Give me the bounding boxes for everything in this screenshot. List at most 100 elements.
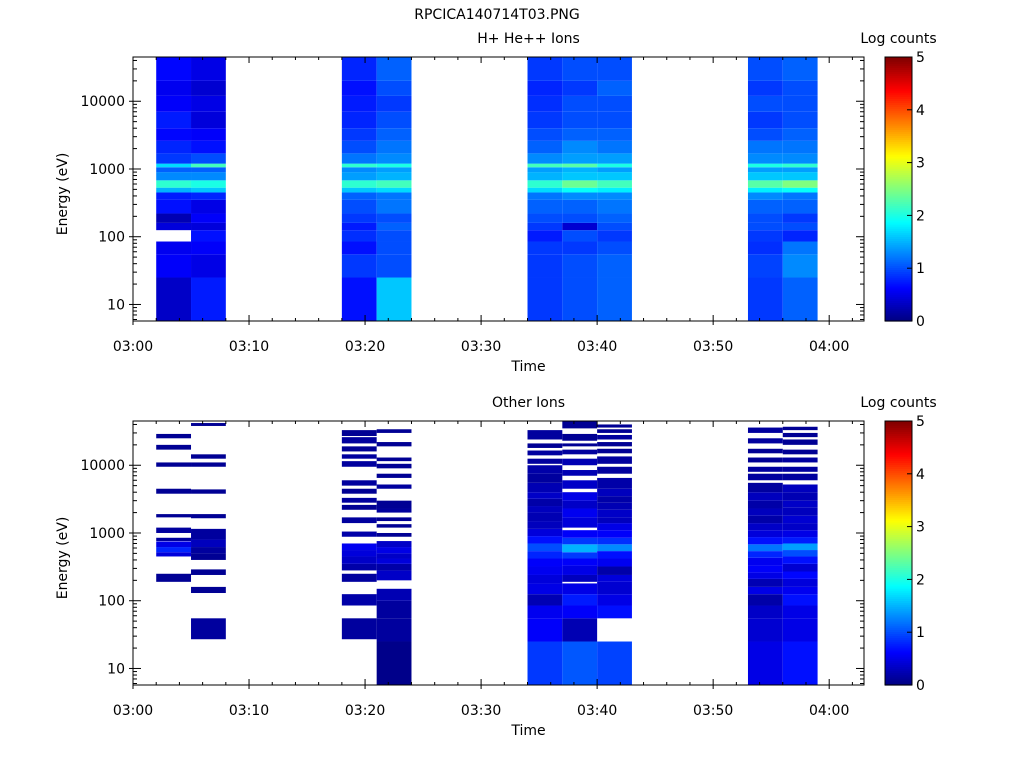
heatmap-cell <box>562 57 598 81</box>
heatmap-cell <box>747 277 783 321</box>
heatmap-cell <box>782 457 818 463</box>
colorbar-swatch <box>885 226 912 229</box>
colorbar-swatch <box>885 306 912 310</box>
heatmap-cell <box>527 128 563 141</box>
heatmap-cell <box>747 80 783 96</box>
colorbar-swatch <box>885 656 912 659</box>
heatmap-cell <box>747 578 783 587</box>
heatmap-cell <box>376 180 412 188</box>
colorbar-swatch <box>885 676 912 680</box>
heatmap-cell <box>747 473 783 481</box>
heatmap-cell <box>782 140 818 154</box>
heatmap-cell <box>597 488 632 497</box>
colorbar-swatch <box>885 588 912 591</box>
heatmap-cell <box>191 569 226 575</box>
colorbar-swatch <box>885 563 912 566</box>
heatmap-cell <box>341 57 377 81</box>
colorbar-swatch <box>885 645 912 649</box>
colorbar-swatch <box>885 462 912 465</box>
y-tick-label: 10000 <box>80 94 125 110</box>
heatmap-cell <box>156 537 192 542</box>
heatmap-cell <box>597 180 632 188</box>
colorbar-swatch <box>885 147 912 151</box>
heatmap-cell <box>156 488 192 494</box>
heatmap-cell <box>597 605 632 619</box>
heatmap-cell <box>782 466 818 472</box>
heatmap-cell <box>156 111 192 129</box>
colorbar-swatch <box>885 509 912 513</box>
heatmap-cell <box>597 241 632 255</box>
heatmap-cell <box>191 199 226 214</box>
heatmap-cell <box>376 128 412 141</box>
heatmap-cell <box>341 180 377 188</box>
colorbar-swatch <box>885 421 912 424</box>
heatmap-cell <box>527 543 563 552</box>
heatmap-cell <box>597 277 632 321</box>
colorbar-swatch <box>885 660 912 663</box>
heatmap-cell <box>562 458 598 466</box>
colorbar-tick-label: 3 <box>916 156 925 172</box>
colorbar-swatch <box>885 265 912 268</box>
colorbar-swatch <box>885 579 912 583</box>
colorbar-swatch <box>885 550 912 554</box>
heatmap-cell <box>747 492 783 501</box>
heatmap-cell <box>782 484 818 493</box>
heatmap-cell <box>156 462 192 467</box>
colorbar-swatch <box>885 606 912 610</box>
heatmap-cell <box>527 180 563 188</box>
heatmap-cell <box>597 581 632 595</box>
x-tick-label: 03:40 <box>577 339 617 355</box>
heatmap-cell <box>562 500 598 509</box>
colorbar-swatch <box>885 298 912 301</box>
colorbar-swatch <box>885 242 912 246</box>
heatmap-cell <box>597 167 632 173</box>
heatmap-cell <box>747 618 783 642</box>
colorbar-swatch <box>885 590 912 593</box>
colorbar-swatch <box>885 542 912 546</box>
heatmap-cell <box>782 426 818 431</box>
heatmap-cell <box>376 429 412 433</box>
colorbar-swatch <box>885 79 912 83</box>
heatmap-cell <box>562 508 598 518</box>
heatmap-cell <box>376 111 412 129</box>
colorbar-swatch <box>885 170 912 174</box>
heatmap-cell <box>562 199 598 214</box>
heatmap-cell <box>527 192 563 200</box>
heatmap-cell <box>191 111 226 129</box>
heatmap-cell <box>782 439 818 445</box>
colorbar-swatch <box>885 435 912 439</box>
colorbar-swatch <box>885 493 912 496</box>
heatmap-cell <box>191 230 226 242</box>
heatmap-cell <box>747 140 783 154</box>
heatmap-cell <box>191 454 226 459</box>
heatmap-cell <box>376 57 412 81</box>
heatmap-cell <box>527 558 563 567</box>
colorbar-swatch <box>885 302 912 306</box>
heatmap-cell <box>562 254 598 278</box>
colorbar-swatch <box>885 666 912 670</box>
colorbar-swatch <box>885 129 912 132</box>
heatmap-cell <box>562 449 598 455</box>
heatmap-cell <box>782 153 818 164</box>
heatmap-cell <box>376 241 412 255</box>
colorbar-swatch <box>885 429 912 432</box>
heatmap-cell <box>527 230 563 242</box>
colorbar-swatch <box>885 135 912 139</box>
heatmap-cell <box>191 172 226 181</box>
heatmap-cell <box>527 583 563 595</box>
heatmap-cell <box>341 254 377 278</box>
heatmap-cell <box>782 605 818 619</box>
heatmap-cell <box>597 163 632 168</box>
colorbar-tick-label: 0 <box>916 314 925 330</box>
heatmap-cell <box>597 544 632 552</box>
heatmap-cell <box>597 429 632 433</box>
colorbar-swatch <box>885 316 912 320</box>
colorbar-swatch <box>885 484 912 488</box>
colorbar-swatch <box>885 182 912 186</box>
heatmap-cell <box>376 517 412 522</box>
x-tick-label: 03:30 <box>461 703 501 719</box>
heatmap-cell <box>156 95 192 112</box>
heatmap-cell <box>782 563 818 572</box>
heatmap-cell <box>747 572 783 579</box>
colorbar-swatch <box>885 583 912 587</box>
